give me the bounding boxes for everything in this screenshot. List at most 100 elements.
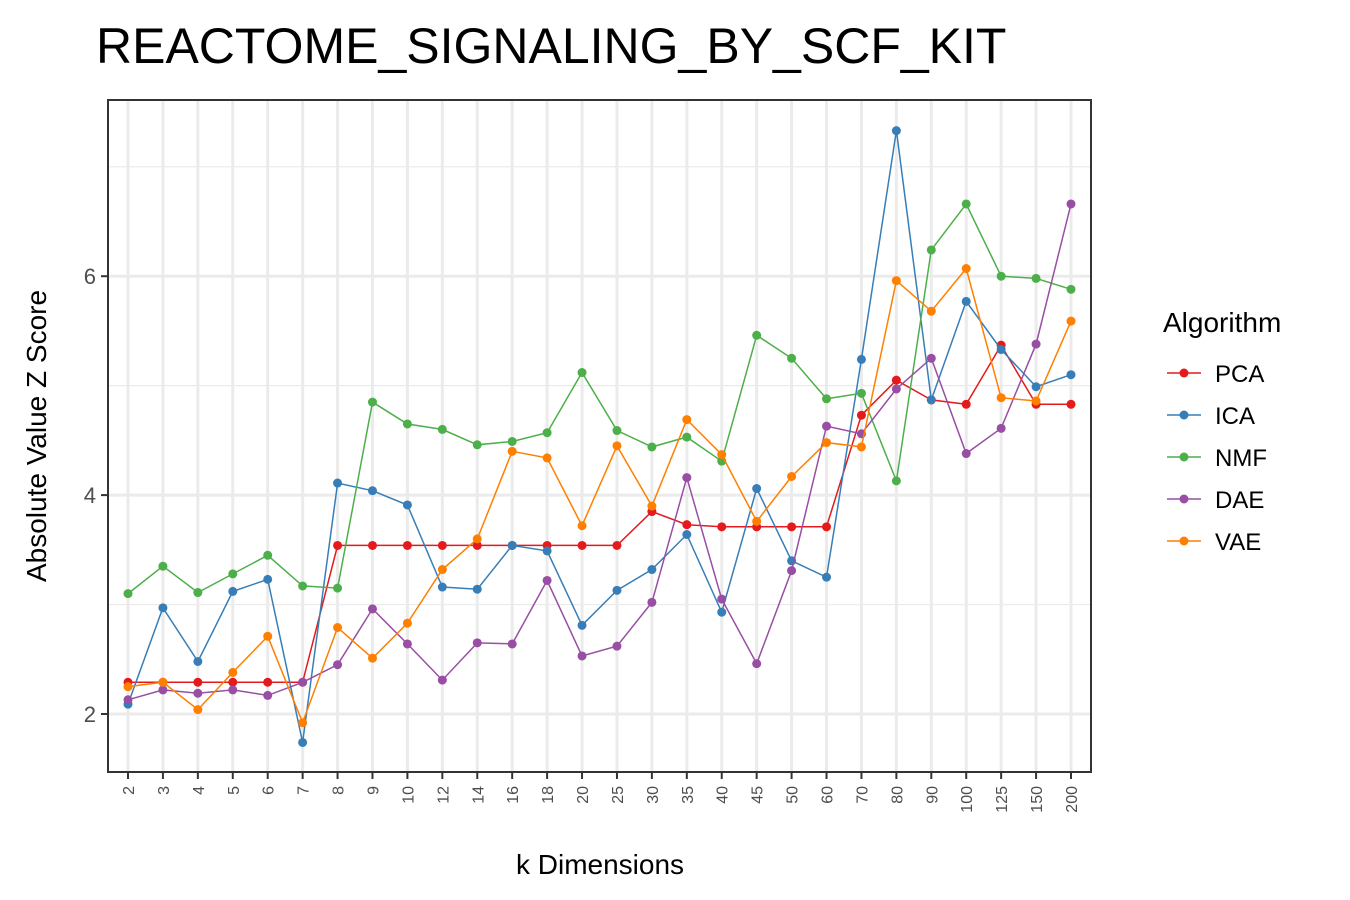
data-point-dae (1066, 199, 1076, 209)
data-point-nmf (298, 581, 308, 591)
x-tick-label: 18 (540, 786, 557, 804)
data-point-pca (612, 540, 622, 550)
data-point-nmf (577, 368, 587, 378)
data-point-dae (507, 639, 517, 649)
data-point-pca (961, 399, 971, 409)
data-point-nmf (1066, 284, 1076, 294)
x-tick-label: 14 (470, 786, 487, 804)
data-point-dae (752, 659, 762, 669)
data-point-pca (472, 540, 482, 550)
data-point-dae (822, 421, 832, 431)
x-axis: 2 3 4 5 6 7 8 9 10 12 14 16 18 20 25 30 35 40 45 50 60 70 80 90… (121, 772, 1081, 813)
data-point-nmf (472, 440, 482, 450)
data-point-nmf (612, 426, 622, 436)
data-point-vae (822, 438, 832, 448)
legend-label: PCA (1215, 361, 1264, 388)
data-point-pca (402, 540, 412, 550)
data-point-dae (158, 685, 168, 695)
legend-title: Algorithm (1163, 307, 1281, 338)
legend-label: DAE (1215, 487, 1264, 514)
data-point-vae (752, 516, 762, 526)
data-point-pca (891, 375, 901, 385)
legend-item-dae: DAE (1167, 487, 1264, 514)
x-tick-label: 7 (296, 786, 313, 795)
data-point-ica (367, 486, 377, 496)
data-point-dae (472, 638, 482, 648)
grid-minor (108, 166, 1091, 606)
data-point-nmf (1031, 273, 1041, 283)
legend-label: VAE (1215, 529, 1261, 556)
data-point-nmf (787, 353, 797, 363)
data-point-pca (367, 540, 377, 550)
x-tick-label: 12 (435, 786, 452, 804)
x-tick-label: 8 (331, 786, 348, 795)
data-point-ica (577, 620, 587, 630)
data-point-nmf (507, 436, 517, 446)
data-point-dae (996, 423, 1006, 433)
data-point-vae (158, 677, 168, 687)
data-point-ica (437, 582, 447, 592)
data-point-dae (577, 651, 587, 661)
data-point-vae (402, 618, 412, 628)
data-point-ica (507, 540, 517, 550)
plot-background (108, 100, 1091, 772)
data-point-nmf (367, 397, 377, 407)
data-point-nmf (193, 588, 203, 598)
data-point-vae (367, 653, 377, 663)
data-point-dae (333, 660, 343, 670)
x-tick-label: 100 (959, 786, 976, 813)
data-point-vae (926, 306, 936, 316)
data-point-pca (228, 677, 238, 687)
x-tick-label: 4 (191, 786, 208, 795)
data-point-dae (193, 688, 203, 698)
legend-key-point (1179, 410, 1189, 420)
data-point-dae (298, 677, 308, 687)
x-tick-label: 20 (575, 786, 592, 804)
data-point-nmf (926, 245, 936, 255)
x-tick-label: 16 (505, 786, 522, 804)
x-tick-label: 125 (994, 786, 1011, 813)
x-tick-label: 3 (156, 786, 173, 795)
data-point-dae (926, 353, 936, 363)
data-point-ica (752, 484, 762, 494)
data-point-nmf (437, 424, 447, 434)
data-point-dae (961, 449, 971, 459)
data-point-nmf (996, 271, 1006, 281)
y-axis-title: Absolute Value Z Score (21, 290, 52, 582)
plot-border (107, 99, 1092, 773)
data-point-vae (717, 450, 727, 460)
legend-label: NMF (1215, 445, 1267, 472)
series-dae (123, 199, 1076, 705)
x-tick-label: 25 (610, 786, 627, 804)
data-point-ica (1066, 370, 1076, 380)
data-point-vae (333, 623, 343, 633)
data-point-vae (1066, 316, 1076, 326)
data-point-ica (228, 586, 238, 596)
data-point-vae (298, 718, 308, 728)
data-point-vae (263, 631, 273, 641)
data-point-ica (542, 546, 552, 556)
data-point-vae (856, 442, 866, 452)
data-point-dae (647, 597, 657, 607)
legend: Algorithm PCA ICA NMF DAE VAE (1163, 307, 1281, 556)
y-tick-label: 4 (84, 483, 96, 508)
data-point-ica (891, 126, 901, 136)
legend-key-point (1179, 368, 1189, 378)
legend-item-vae: VAE (1167, 529, 1261, 556)
data-point-dae (402, 639, 412, 649)
x-axis-title: k Dimensions (516, 849, 684, 880)
chart-title: REACTOME_SIGNALING_BY_SCF_KIT (96, 18, 1006, 74)
series-vae (123, 264, 1076, 728)
x-tick-label: 90 (924, 786, 941, 804)
data-point-dae (1031, 339, 1041, 349)
legend-item-nmf: NMF (1167, 445, 1267, 472)
data-point-nmf (682, 432, 692, 442)
data-point-vae (647, 501, 657, 511)
data-point-dae (263, 690, 273, 700)
data-point-nmf (752, 330, 762, 340)
x-tick-label: 60 (820, 786, 837, 804)
data-point-nmf (891, 476, 901, 486)
x-tick-label: 35 (680, 786, 697, 804)
data-point-ica (472, 584, 482, 594)
data-point-nmf (158, 561, 168, 571)
